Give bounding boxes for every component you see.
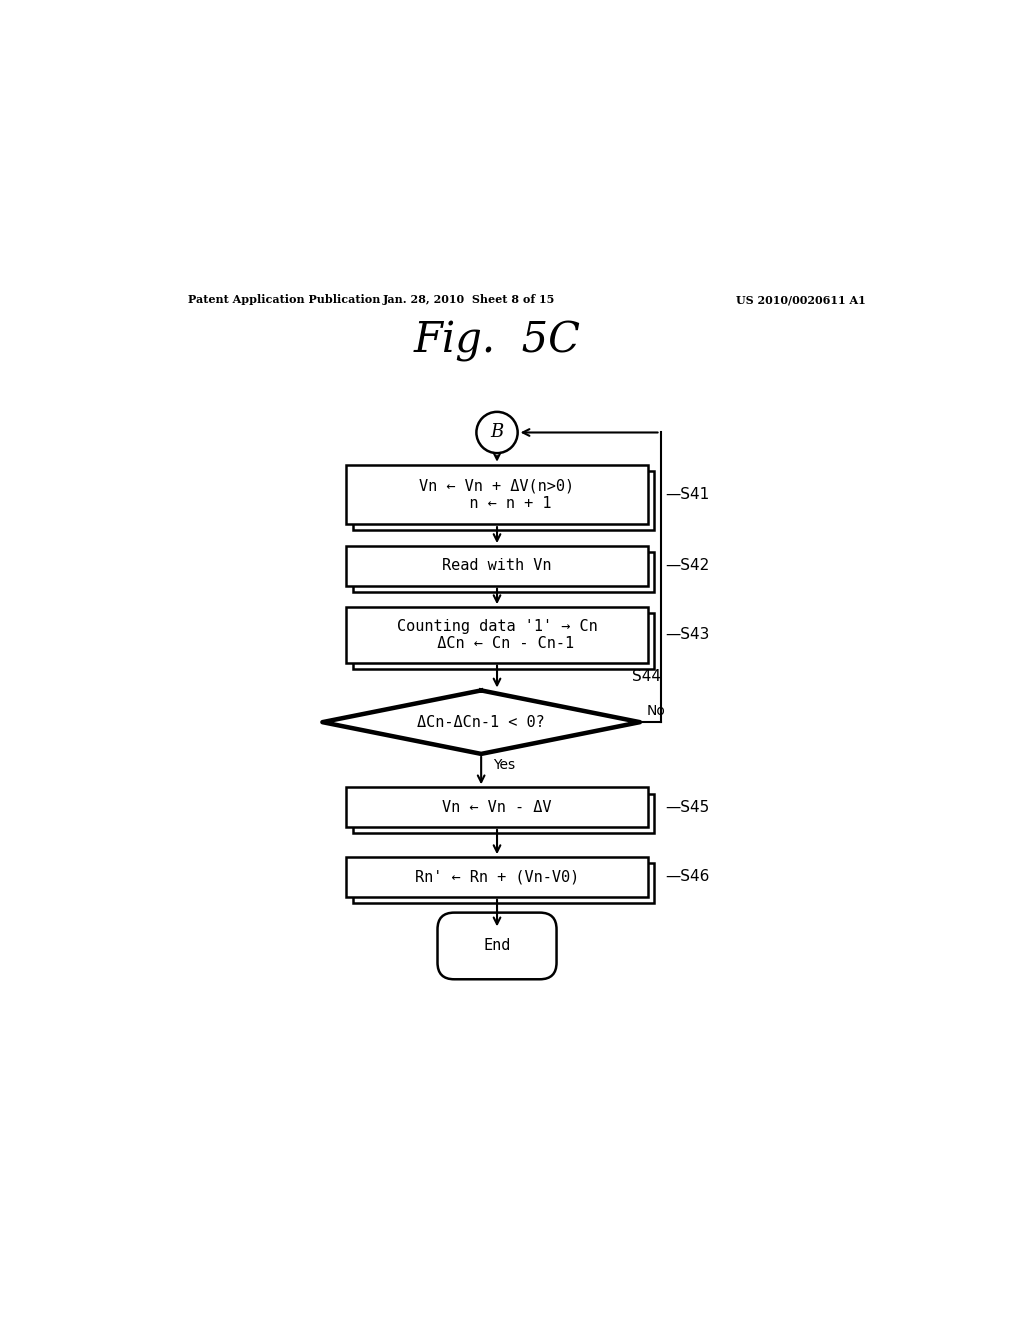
Text: Read with Vn: Read with Vn (442, 558, 552, 573)
Text: Rn' ← Rn + (Vn-V0): Rn' ← Rn + (Vn-V0) (415, 870, 580, 884)
Text: Jan. 28, 2010  Sheet 8 of 15: Jan. 28, 2010 Sheet 8 of 15 (383, 294, 555, 305)
Text: —S41: —S41 (666, 487, 710, 502)
FancyBboxPatch shape (352, 793, 654, 833)
Text: No: No (646, 704, 666, 718)
Text: Fig.  5C: Fig. 5C (414, 321, 581, 362)
Text: —S42: —S42 (666, 558, 710, 573)
Text: US 2010/0020611 A1: US 2010/0020611 A1 (736, 294, 866, 305)
Text: —S46: —S46 (666, 870, 710, 884)
FancyBboxPatch shape (346, 787, 648, 826)
FancyBboxPatch shape (346, 546, 648, 586)
Text: B: B (490, 424, 504, 441)
FancyBboxPatch shape (352, 614, 654, 669)
Text: Vn ← Vn - ΔV: Vn ← Vn - ΔV (442, 800, 552, 814)
FancyBboxPatch shape (352, 552, 654, 591)
FancyBboxPatch shape (352, 863, 654, 903)
FancyBboxPatch shape (346, 607, 648, 663)
Text: End: End (483, 939, 511, 953)
Text: Counting data '1' → Cn
  ΔCn ← Cn - Cn-1: Counting data '1' → Cn ΔCn ← Cn - Cn-1 (396, 619, 597, 651)
Text: Patent Application Publication: Patent Application Publication (187, 294, 380, 305)
Text: ΔCn-ΔCn-1 < 0?: ΔCn-ΔCn-1 < 0? (417, 714, 545, 730)
Text: Yes: Yes (494, 758, 515, 772)
Text: S44: S44 (632, 669, 660, 684)
FancyBboxPatch shape (352, 471, 654, 531)
Text: —S43: —S43 (666, 627, 710, 643)
Text: —S45: —S45 (666, 800, 710, 814)
Text: Vn ← Vn + ΔV(n>0)
   n ← n + 1: Vn ← Vn + ΔV(n>0) n ← n + 1 (420, 478, 574, 511)
Circle shape (476, 412, 518, 453)
FancyBboxPatch shape (346, 465, 648, 524)
FancyBboxPatch shape (346, 857, 648, 896)
Polygon shape (323, 690, 640, 754)
FancyBboxPatch shape (437, 912, 557, 979)
